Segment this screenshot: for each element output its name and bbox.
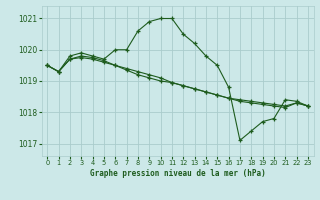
X-axis label: Graphe pression niveau de la mer (hPa): Graphe pression niveau de la mer (hPa) bbox=[90, 169, 266, 178]
